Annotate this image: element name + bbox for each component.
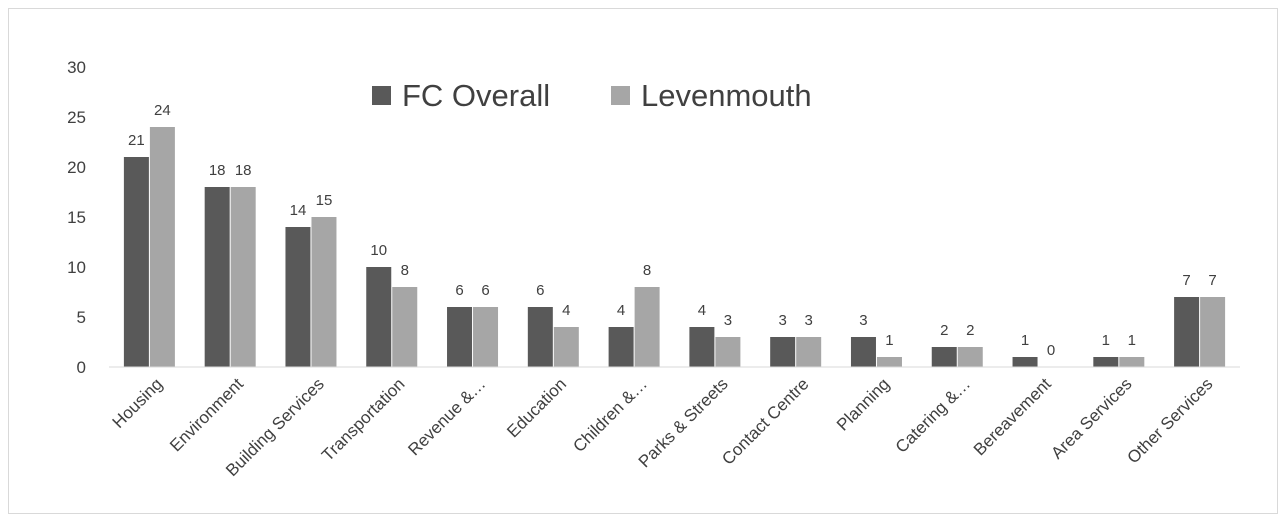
- data-label: 3: [779, 312, 787, 329]
- bar-levenmouth: [311, 217, 337, 367]
- data-label: 7: [1182, 272, 1190, 289]
- bar-fc-overall: [447, 307, 473, 367]
- data-label: 10: [370, 242, 387, 259]
- bar-levenmouth: [796, 337, 822, 367]
- x-tick-label: Other Services: [1123, 374, 1216, 467]
- data-label: 4: [562, 302, 570, 319]
- legend-label: Levenmouth: [641, 78, 812, 113]
- bar-levenmouth: [957, 347, 983, 367]
- bar-levenmouth: [634, 287, 660, 367]
- data-label: 1: [1128, 332, 1136, 349]
- bar-fc-overall: [366, 267, 392, 367]
- bar-fc-overall: [1174, 297, 1200, 367]
- y-tick-label: 25: [67, 108, 86, 127]
- x-tick-label: Contact Centre: [718, 374, 812, 468]
- bar-levenmouth: [715, 337, 741, 367]
- bar-fc-overall: [123, 157, 149, 367]
- data-label: 3: [805, 312, 813, 329]
- bar-levenmouth: [149, 127, 175, 367]
- data-label: 0: [1047, 342, 1055, 359]
- legend: FC Overall Levenmouth: [372, 78, 812, 113]
- data-label: 4: [617, 302, 625, 319]
- data-label: 4: [698, 302, 706, 319]
- x-tick-label: Housing: [109, 374, 167, 432]
- legend-swatch-levenmouth: [611, 86, 630, 105]
- y-tick-label: 5: [77, 308, 86, 327]
- bar-levenmouth: [1200, 297, 1226, 367]
- data-label: 6: [481, 282, 489, 299]
- data-label: 18: [235, 162, 252, 179]
- bar-fc-overall: [1012, 357, 1038, 367]
- data-label: 18: [209, 162, 226, 179]
- data-label: 6: [536, 282, 544, 299]
- data-label: 7: [1208, 272, 1216, 289]
- x-tick-label: Bereavement: [970, 374, 1055, 459]
- x-tick-label: Environment: [166, 374, 247, 455]
- data-label: 6: [455, 282, 463, 299]
- bar-fc-overall: [850, 337, 876, 367]
- bar-levenmouth: [473, 307, 499, 367]
- x-tick-label: Transportation: [318, 374, 408, 464]
- bar-fc-overall: [770, 337, 796, 367]
- bar-fc-overall: [285, 227, 311, 367]
- bar-levenmouth: [1119, 357, 1145, 367]
- bar-fc-overall: [527, 307, 553, 367]
- bar-levenmouth: [392, 287, 418, 367]
- data-label: 8: [401, 262, 409, 279]
- bar-levenmouth: [553, 327, 579, 367]
- bar-levenmouth: [230, 187, 256, 367]
- bar-fc-overall: [608, 327, 634, 367]
- y-tick-label: 10: [67, 258, 86, 277]
- x-tick-label: Catering &…: [892, 374, 974, 456]
- y-tick-label: 15: [67, 208, 86, 227]
- data-label: 3: [859, 312, 867, 329]
- data-label: 1: [1102, 332, 1110, 349]
- bar-fc-overall: [689, 327, 715, 367]
- data-label: 14: [290, 202, 307, 219]
- y-tick-label: 20: [67, 158, 86, 177]
- data-label: 3: [724, 312, 732, 329]
- x-tick-label: Area Services: [1047, 374, 1135, 462]
- bars: [123, 127, 1226, 367]
- legend-label: FC Overall: [402, 78, 550, 113]
- x-tick-label: Education: [503, 374, 570, 441]
- legend-swatch-fc-overall: [372, 86, 391, 105]
- data-label: 15: [316, 192, 333, 209]
- data-label: 1: [885, 332, 893, 349]
- x-tick-label: Planning: [833, 374, 893, 434]
- bar-levenmouth: [876, 357, 902, 367]
- bar-fc-overall: [931, 347, 957, 367]
- data-label: 24: [154, 102, 171, 119]
- x-tick-label: Children &…: [569, 374, 651, 456]
- data-label: 2: [966, 322, 974, 339]
- y-axis: 0 5 10 15 20 25 30: [67, 58, 86, 377]
- bar-fc-overall: [1093, 357, 1119, 367]
- bar-fc-overall: [204, 187, 230, 367]
- data-label: 1: [1021, 332, 1029, 349]
- y-tick-label: 0: [77, 358, 86, 377]
- data-label: 2: [940, 322, 948, 339]
- data-label: 21: [128, 132, 145, 149]
- x-tick-label: Revenue &…: [404, 374, 489, 459]
- y-tick-label: 30: [67, 58, 86, 77]
- data-label: 8: [643, 262, 651, 279]
